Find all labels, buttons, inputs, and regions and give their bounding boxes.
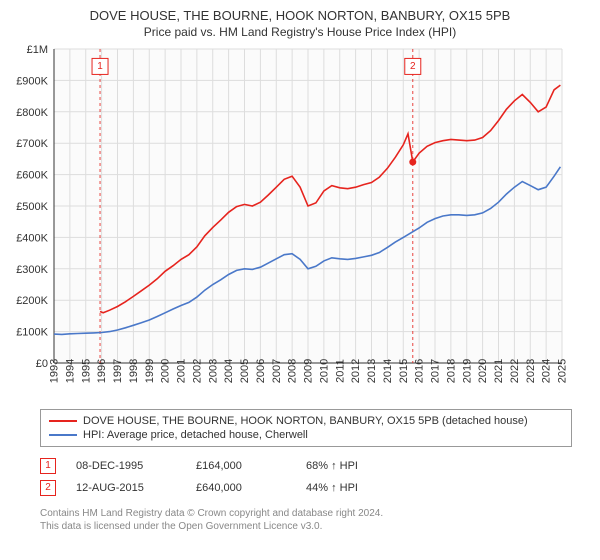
svg-text:£600K: £600K — [16, 170, 48, 182]
footer-attribution: Contains HM Land Registry data © Crown c… — [40, 507, 572, 533]
legend-label: HPI: Average price, detached house, Cher… — [83, 429, 308, 441]
svg-text:2010: 2010 — [318, 359, 330, 383]
svg-text:£200K: £200K — [16, 295, 48, 307]
svg-text:1993: 1993 — [49, 359, 61, 383]
svg-text:1996: 1996 — [96, 359, 108, 383]
svg-text:£700K: £700K — [16, 138, 48, 150]
footer-line2: This data is licensed under the Open Gov… — [40, 520, 572, 533]
svg-text:£100K: £100K — [16, 327, 48, 339]
svg-text:2020: 2020 — [477, 359, 489, 383]
svg-text:2: 2 — [410, 61, 416, 72]
svg-text:2017: 2017 — [430, 359, 442, 383]
transactions-table: 1 08-DEC-1995 £164,000 68% ↑ HPI 2 12-AUG-201… — [40, 455, 572, 499]
svg-text:2001: 2001 — [176, 359, 188, 383]
svg-text:£900K: £900K — [16, 75, 48, 87]
transaction-price: £640,000 — [196, 482, 286, 494]
svg-text:1: 1 — [97, 61, 103, 72]
footer-line1: Contains HM Land Registry data © Crown c… — [40, 507, 572, 520]
svg-text:2023: 2023 — [525, 359, 537, 383]
svg-text:2000: 2000 — [160, 359, 172, 383]
svg-text:2024: 2024 — [541, 359, 553, 383]
svg-text:2025: 2025 — [557, 359, 568, 383]
svg-text:£400K: £400K — [16, 232, 48, 244]
transaction-date: 08-DEC-1995 — [76, 460, 176, 472]
svg-text:2015: 2015 — [398, 359, 410, 383]
transaction-row: 1 08-DEC-1995 £164,000 68% ↑ HPI — [40, 455, 572, 477]
chart-title-line1: DOVE HOUSE, THE BOURNE, HOOK NORTON, BAN… — [0, 0, 600, 23]
svg-text:2019: 2019 — [461, 359, 473, 383]
svg-text:£300K: £300K — [16, 264, 48, 276]
svg-text:£0: £0 — [36, 358, 48, 370]
svg-text:2021: 2021 — [493, 359, 505, 383]
svg-text:2008: 2008 — [287, 359, 299, 383]
chart-area: £0 £100K £200K £300K £400K £500K £600K £700K £80… — [8, 43, 568, 403]
svg-text:2022: 2022 — [509, 359, 521, 383]
legend-label: DOVE HOUSE, THE BOURNE, HOOK NORTON, BAN… — [83, 415, 528, 427]
transaction-date: 12-AUG-2015 — [76, 482, 176, 494]
svg-text:2007: 2007 — [271, 359, 283, 383]
svg-text:2006: 2006 — [255, 359, 267, 383]
transaction-row: 2 12-AUG-2015 £640,000 44% ↑ HPI — [40, 477, 572, 499]
legend-item: DOVE HOUSE, THE BOURNE, HOOK NORTON, BAN… — [49, 414, 563, 428]
svg-text:2009: 2009 — [303, 359, 315, 383]
svg-text:1998: 1998 — [128, 359, 140, 383]
svg-text:£800K: £800K — [16, 107, 48, 119]
svg-text:2004: 2004 — [223, 359, 235, 383]
transaction-relative: 68% ↑ HPI — [306, 460, 406, 472]
svg-text:2002: 2002 — [191, 359, 203, 383]
svg-text:2014: 2014 — [382, 359, 394, 383]
legend: DOVE HOUSE, THE BOURNE, HOOK NORTON, BAN… — [40, 409, 572, 447]
chart-title-line2: Price paid vs. HM Land Registry's House … — [0, 23, 600, 43]
legend-item: HPI: Average price, detached house, Cher… — [49, 428, 563, 442]
svg-text:1994: 1994 — [64, 359, 76, 383]
svg-text:2003: 2003 — [207, 359, 219, 383]
svg-text:1999: 1999 — [144, 359, 156, 383]
transaction-marker: 2 — [40, 480, 56, 496]
svg-text:£500K: £500K — [16, 201, 48, 213]
transaction-marker: 1 — [40, 458, 56, 474]
transaction-price: £164,000 — [196, 460, 286, 472]
svg-text:1997: 1997 — [112, 359, 124, 383]
legend-swatch — [49, 420, 77, 422]
svg-text:2005: 2005 — [239, 359, 251, 383]
transaction-relative: 44% ↑ HPI — [306, 482, 406, 494]
svg-text:2016: 2016 — [414, 359, 426, 383]
svg-text:1995: 1995 — [80, 359, 92, 383]
svg-text:£1M: £1M — [27, 44, 48, 56]
svg-text:2012: 2012 — [350, 359, 362, 383]
chart-svg: £0 £100K £200K £300K £400K £500K £600K £700K £80… — [8, 43, 568, 403]
svg-text:2018: 2018 — [445, 359, 457, 383]
legend-swatch — [49, 434, 77, 436]
svg-text:2013: 2013 — [366, 359, 378, 383]
